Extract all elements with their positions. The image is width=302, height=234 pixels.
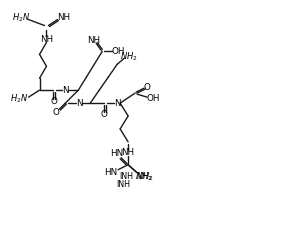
- Text: N: N: [76, 99, 82, 108]
- Text: $NH_2$: $NH_2$: [136, 170, 154, 183]
- Text: $NH_2$: $NH_2$: [135, 170, 153, 183]
- Text: O: O: [101, 110, 108, 118]
- Text: O: O: [53, 108, 60, 117]
- Text: O: O: [143, 83, 150, 92]
- Text: $H_2N$: $H_2N$: [12, 11, 31, 24]
- Text: N: N: [62, 86, 69, 95]
- Text: NH: NH: [57, 13, 70, 22]
- Text: HN: HN: [111, 149, 124, 158]
- Text: NH: NH: [87, 36, 100, 45]
- Text: INH: INH: [116, 180, 130, 189]
- Text: $H_2N$: $H_2N$: [11, 93, 29, 105]
- Text: O: O: [50, 97, 57, 106]
- Text: N: N: [114, 99, 120, 108]
- Text: NH: NH: [121, 148, 135, 157]
- Text: INH: INH: [119, 172, 133, 181]
- Text: NH: NH: [40, 35, 53, 44]
- Text: OH: OH: [111, 47, 125, 56]
- Text: OH: OH: [146, 94, 160, 103]
- Text: HN: HN: [104, 168, 117, 177]
- Text: $NH_2$: $NH_2$: [120, 50, 138, 63]
